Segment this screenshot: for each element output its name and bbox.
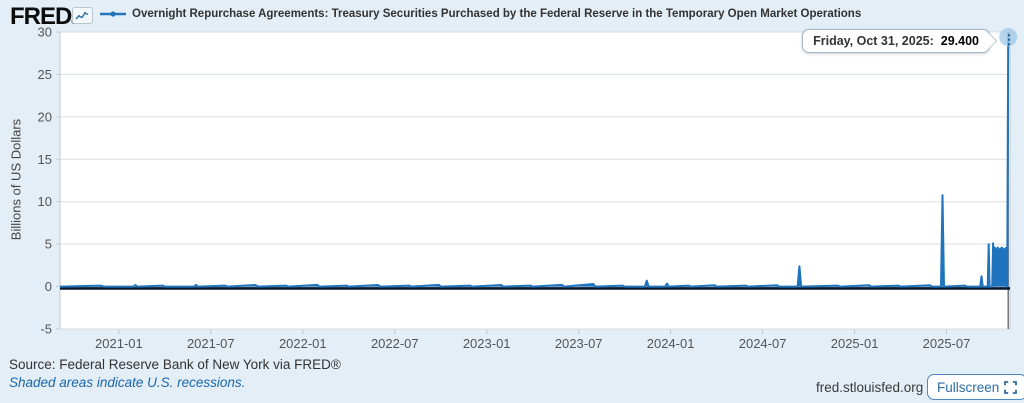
svg-text:2025-07: 2025-07 (923, 336, 971, 351)
svg-text:10: 10 (38, 194, 52, 209)
svg-text:0: 0 (45, 279, 52, 294)
svg-text:2022-01: 2022-01 (279, 336, 327, 351)
svg-text:30: 30 (38, 25, 52, 40)
data-point-tooltip: Friday, Oct 31, 2025: 29.400 (802, 29, 990, 53)
fred-logo-text: FRED (10, 3, 72, 30)
fullscreen-expand-icon (1004, 380, 1018, 394)
svg-text:15: 15 (38, 152, 52, 167)
vertical-ellipsis-icon: ⋮ (1002, 32, 1016, 47)
series-legend[interactable]: Overnight Repurchase Agreements: Treasur… (100, 8, 861, 20)
svg-text:2023-01: 2023-01 (463, 336, 511, 351)
svg-text:-5: -5 (40, 322, 52, 337)
legend-line-marker-icon (100, 11, 126, 17)
fullscreen-button[interactable]: Fullscreen (927, 374, 1024, 400)
svg-text:25: 25 (38, 67, 52, 82)
tooltip-date: Friday, Oct 31, 2025: (813, 34, 934, 48)
svg-text:2021-07: 2021-07 (187, 336, 235, 351)
svg-text:20: 20 (38, 109, 52, 124)
svg-text:2022-07: 2022-07 (371, 336, 419, 351)
sparkline-logo-icon (72, 7, 93, 24)
y-axis-title: Billions of US Dollars (8, 118, 24, 241)
recession-note-link[interactable]: Shaded areas indicate U.S. recessions. (9, 375, 246, 390)
svg-text:5: 5 (45, 237, 52, 252)
tooltip-value: 29.400 (940, 34, 979, 48)
chart-canvas[interactable]: 30 25 20 15 10 5 0 -5 2021-01 2021-07 2022-01 2022-… (0, 0, 1024, 358)
svg-text:2024-07: 2024-07 (739, 336, 787, 351)
series-legend-label: Overnight Repurchase Agreements: Treasur… (132, 8, 862, 20)
source-text: Source: Federal Reserve Bank of New York… (9, 357, 341, 372)
fullscreen-button-label: Fullscreen (937, 379, 1000, 395)
svg-text:2021-01: 2021-01 (95, 336, 143, 351)
fred-site-link[interactable]: fred.stlouisfed.org (816, 380, 924, 395)
svg-text:2024-01: 2024-01 (647, 336, 695, 351)
svg-text:2023-07: 2023-07 (555, 336, 603, 351)
chart-menu-button[interactable]: ⋮ (1000, 30, 1018, 50)
svg-text:2025-01: 2025-01 (831, 336, 879, 351)
